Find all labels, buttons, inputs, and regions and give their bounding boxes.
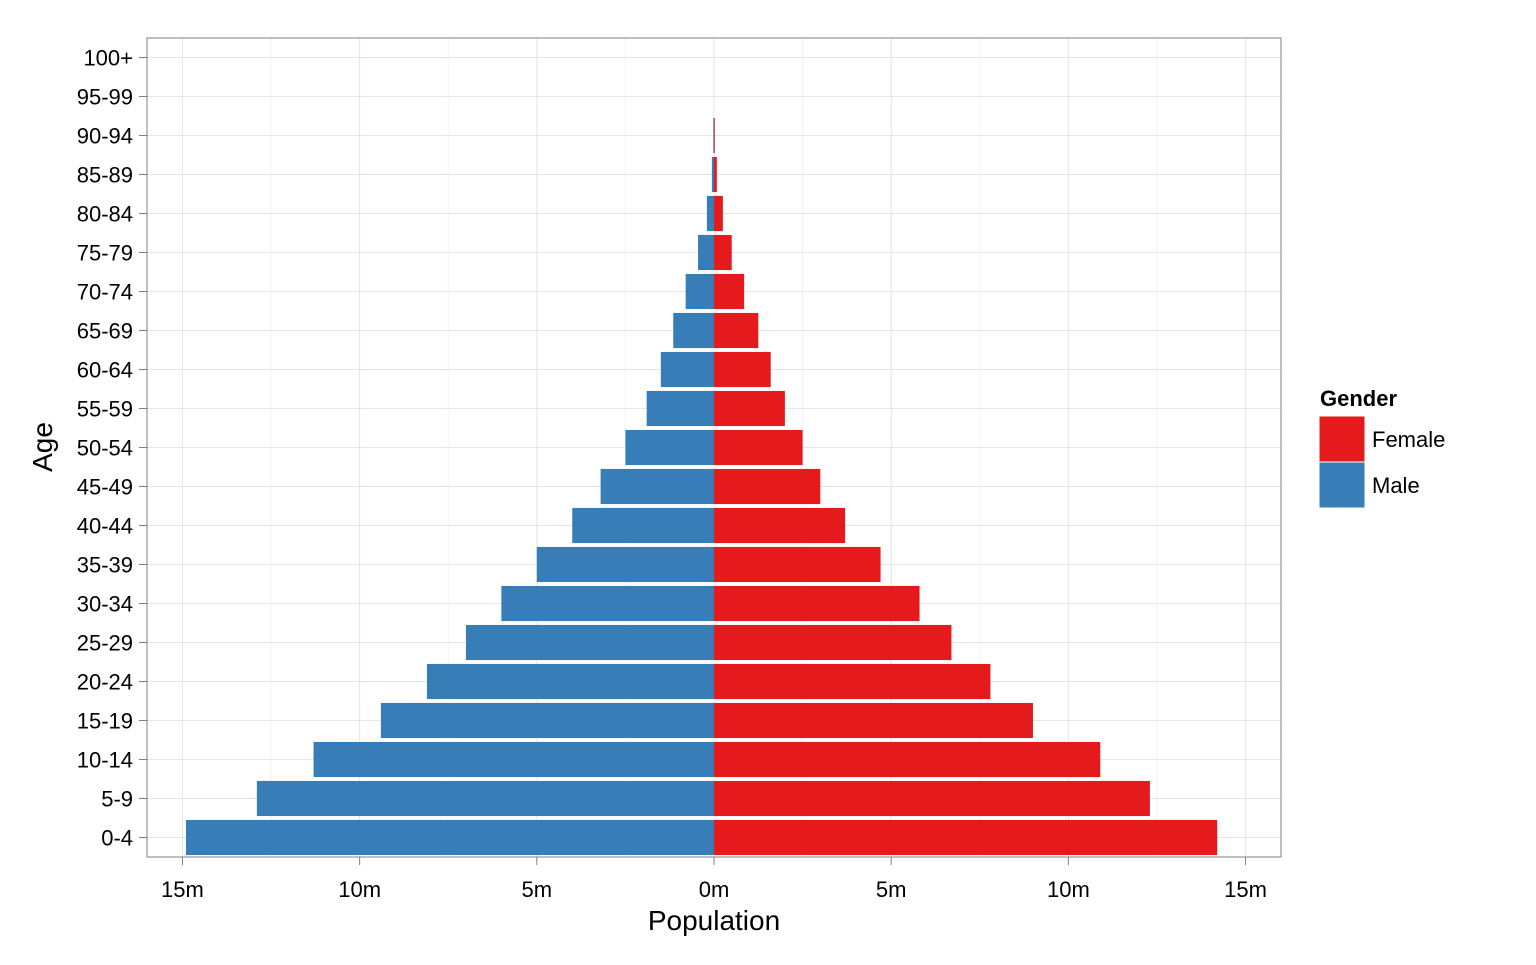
bar-layer <box>185 117 1218 856</box>
bar-male-55-59 <box>646 390 714 427</box>
x-tick-label: 10m <box>1047 877 1090 902</box>
x-tick-label: 15m <box>1224 877 1267 902</box>
bar-female-25-29 <box>714 624 952 661</box>
bar-male-0-4 <box>185 819 714 856</box>
y-tick-label: 85-89 <box>77 163 133 188</box>
y-tick-label: 55-59 <box>77 397 133 422</box>
y-tick-label: 45-49 <box>77 475 133 500</box>
y-tick-label: 10-14 <box>77 748 133 773</box>
bar-female-60-64 <box>714 351 771 388</box>
bar-male-80-84 <box>706 195 714 232</box>
x-tick-label: 10m <box>338 877 381 902</box>
bar-male-10-14 <box>313 741 714 778</box>
bar-female-90-94 <box>714 117 715 154</box>
y-tick-label: 75-79 <box>77 241 133 266</box>
bar-female-40-44 <box>714 507 846 544</box>
y-tick-label: 65-69 <box>77 319 133 344</box>
bar-female-45-49 <box>714 468 821 505</box>
bar-male-60-64 <box>660 351 714 388</box>
x-tick-label: 15m <box>161 877 204 902</box>
bar-male-25-29 <box>465 624 714 661</box>
legend-label-female: Female <box>1372 427 1445 452</box>
y-tick-label: 5-9 <box>101 787 133 812</box>
x-tick-label: 5m <box>522 877 553 902</box>
y-tick-label: 25-29 <box>77 631 133 656</box>
x-axis-title: Population <box>648 905 780 936</box>
y-tick-label: 95-99 <box>77 85 133 110</box>
legend-swatch-male <box>1318 461 1366 509</box>
bar-female-0-4 <box>714 819 1218 856</box>
y-tick-label: 35-39 <box>77 553 133 578</box>
bar-female-35-39 <box>714 546 881 583</box>
y-tick-label: 15-19 <box>77 709 133 734</box>
bar-female-80-84 <box>714 195 723 232</box>
legend-label-male: Male <box>1372 473 1420 498</box>
y-tick-label: 80-84 <box>77 202 133 227</box>
bar-male-50-54 <box>625 429 714 466</box>
bar-male-5-9 <box>256 780 714 817</box>
bar-male-15-19 <box>380 702 714 739</box>
y-axis: 0-4 5-9 10-14 15-19 20-24 25-29 30-34 35-39 40-4… <box>77 46 147 851</box>
bar-male-45-49 <box>600 468 714 505</box>
y-tick-label: 40-44 <box>77 514 133 539</box>
bar-female-85-89 <box>714 156 717 193</box>
bar-female-30-34 <box>714 585 920 622</box>
bar-male-85-89 <box>711 156 714 193</box>
bar-male-35-39 <box>536 546 714 583</box>
bar-female-10-14 <box>714 741 1101 778</box>
bar-male-40-44 <box>572 507 714 544</box>
y-tick-label: 30-34 <box>77 592 133 617</box>
bar-female-55-59 <box>714 390 785 427</box>
y-tick-label: 90-94 <box>77 124 133 149</box>
y-tick-label: 60-64 <box>77 358 133 383</box>
bar-male-20-24 <box>426 663 714 700</box>
legend-title: Gender <box>1320 386 1397 411</box>
bar-male-30-34 <box>501 585 714 622</box>
y-tick-label: 0-4 <box>101 826 133 851</box>
bar-male-90-94 <box>713 117 715 154</box>
legend: Gender Female Male <box>1318 386 1445 509</box>
bar-male-75-79 <box>698 234 714 271</box>
y-tick-label: 100+ <box>83 46 133 71</box>
bar-female-50-54 <box>714 429 803 466</box>
bar-female-20-24 <box>714 663 991 700</box>
legend-entries: Female Male <box>1318 415 1445 509</box>
bar-female-5-9 <box>714 780 1150 817</box>
bar-female-75-79 <box>714 234 732 271</box>
bar-male-65-69 <box>673 312 714 349</box>
x-tick-label: 5m <box>876 877 907 902</box>
y-tick-label: 20-24 <box>77 670 133 695</box>
bar-female-65-69 <box>714 312 759 349</box>
bar-female-15-19 <box>714 702 1033 739</box>
bar-male-70-74 <box>685 273 714 310</box>
y-tick-label: 70-74 <box>77 280 133 305</box>
legend-swatch-female <box>1318 415 1366 463</box>
bar-female-70-74 <box>714 273 745 310</box>
y-axis-title: Age <box>27 422 58 472</box>
x-axis: 15m 10m 5m 0m 5m 10m 15m <box>161 857 1267 902</box>
x-tick-label: 0m <box>699 877 730 902</box>
y-tick-label: 50-54 <box>77 436 133 461</box>
